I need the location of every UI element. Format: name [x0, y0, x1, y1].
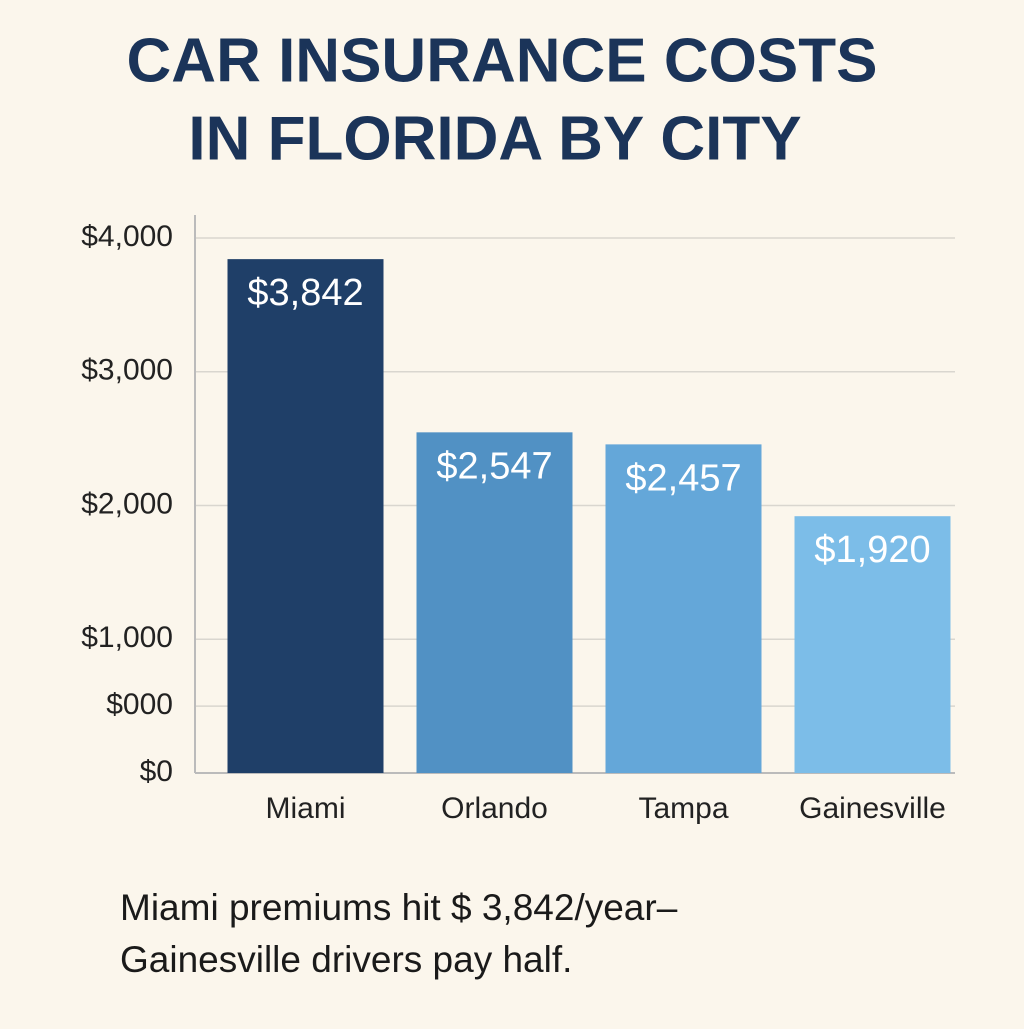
chart-title: IN FLORIDA BY CITY: [188, 104, 801, 173]
y-tick-label: $1,000: [81, 621, 173, 654]
bar: [227, 259, 384, 773]
caption: Miami premiums hit $ 3,842/year–: [120, 887, 678, 928]
bar: [416, 432, 573, 773]
chart-title: CAR INSURANCE COSTS: [127, 26, 878, 95]
caption: Gainesville drivers pay half.: [120, 939, 572, 980]
value-label: $3,842: [247, 272, 363, 314]
y-tick-label: $2,000: [81, 487, 173, 520]
x-tick-label: Orlando: [441, 792, 548, 825]
x-tick-label: Tampa: [638, 792, 728, 825]
y-tick-label: $4,000: [81, 220, 173, 253]
y-tick-label: $0: [140, 755, 173, 788]
value-label: $1,920: [814, 529, 930, 571]
bar: [794, 516, 951, 773]
x-tick-label: Miami: [266, 792, 346, 825]
x-tick-label: Gainesville: [799, 792, 946, 825]
value-label: $2,457: [625, 457, 741, 499]
bar: [605, 444, 762, 773]
value-label: $2,547: [436, 445, 552, 487]
y-tick-label: $000: [106, 688, 173, 721]
y-tick-label: $3,000: [81, 354, 173, 387]
